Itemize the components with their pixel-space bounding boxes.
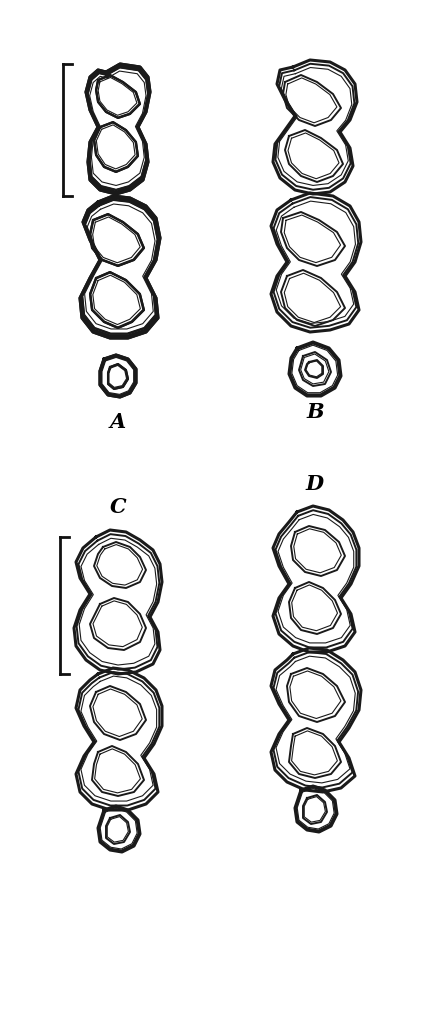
Text: A: A xyxy=(110,412,126,432)
Text: B: B xyxy=(306,402,324,422)
Text: C: C xyxy=(109,497,126,517)
Text: D: D xyxy=(306,474,324,494)
